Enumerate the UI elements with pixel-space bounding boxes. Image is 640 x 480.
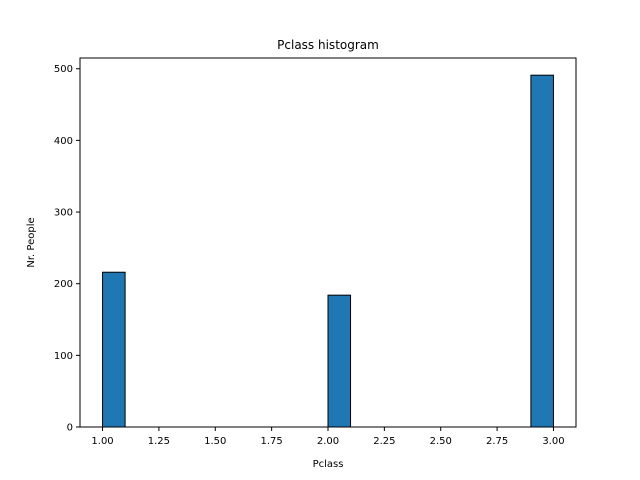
x-tick-label: 1.75 [261, 436, 283, 447]
y-tick-label: 100 [54, 351, 73, 362]
x-tick-label: 1.25 [148, 436, 170, 447]
y-tick-label: 400 [54, 136, 73, 147]
y-tick-label: 300 [54, 208, 73, 219]
y-axis-label: Nr. People [26, 217, 37, 267]
chart-title: Pclass histogram [277, 38, 379, 52]
y-tick-label: 500 [54, 64, 73, 75]
histogram-bar [102, 271, 126, 428]
x-ticks-group: 1.00 1.25 1.50 1.75 2.00 2.25 2.50 2.75 3.00 [91, 427, 565, 447]
x-tick-label: 2.75 [486, 436, 508, 447]
x-tick-label: 3.00 [542, 436, 564, 447]
y-tick-label: 0 [67, 423, 73, 434]
x-tick-label: 2.25 [373, 436, 395, 447]
x-tick-label: 2.50 [430, 436, 452, 447]
bars-group [102, 74, 554, 428]
x-tick-label: 1.50 [204, 436, 226, 447]
x-axis-label: Pclass [313, 459, 344, 470]
histogram-bar [530, 74, 554, 428]
histogram-bar [327, 294, 352, 428]
x-tick-label: 2.00 [317, 436, 339, 447]
x-tick-label: 1.00 [91, 436, 113, 447]
y-tick-label: 200 [54, 279, 73, 290]
y-ticks-group: 0 100 200 300 400 500 [54, 64, 80, 434]
